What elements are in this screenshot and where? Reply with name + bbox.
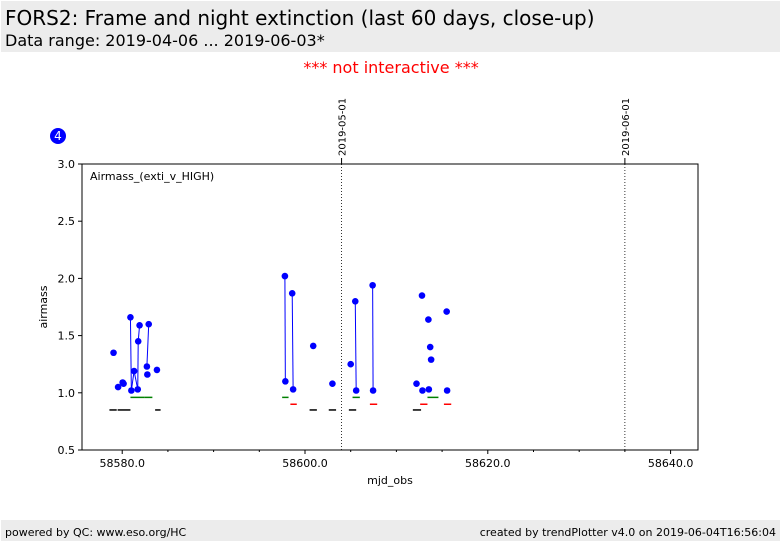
data-point	[418, 292, 426, 299]
data-point	[136, 322, 143, 329]
x-axis-label: mjd_obs	[367, 474, 413, 487]
data-point	[143, 363, 151, 370]
data-point	[413, 380, 420, 387]
data-point	[110, 349, 117, 357]
data-point	[281, 272, 289, 280]
x-axis: 58580.0 58600.0 58620.0 58640.0	[99, 450, 693, 470]
data-point	[144, 371, 151, 378]
data-point	[369, 387, 377, 394]
y-tick-label: 1.5	[58, 330, 76, 343]
data-point	[145, 320, 153, 328]
x-tick-label: 58600.0	[282, 457, 328, 470]
data-point	[426, 343, 434, 351]
data-point	[309, 342, 317, 350]
data-point	[289, 386, 297, 393]
y-tick-label: 2.0	[58, 272, 76, 285]
not-interactive-notice: *** not interactive ***	[303, 58, 479, 77]
date-markers: 2019-05-01 2019-06-01	[338, 98, 632, 450]
data-point	[351, 297, 359, 305]
y-axis: 0.5 1.0 1.5 2.0 2.5 3.0	[58, 158, 82, 457]
footer-created-by: created by trendPlotter v4.0 on 2019-06-…	[479, 526, 776, 539]
page-title: FORS2: Frame and night extinction (last …	[5, 6, 595, 30]
y-tick-label: 1.0	[58, 387, 76, 400]
y-tick-label: 2.5	[58, 215, 76, 228]
data-point	[134, 386, 142, 393]
data-point	[347, 360, 355, 368]
data-point	[352, 387, 360, 394]
connection-line	[291, 293, 294, 390]
connection-line	[146, 324, 150, 367]
y-tick-label: 0.5	[58, 444, 76, 457]
footer-powered-by: powered by QC: www.eso.org/HC	[5, 526, 187, 539]
x-tick-label: 58580.0	[99, 457, 145, 470]
x-tick-label: 58640.0	[648, 457, 694, 470]
data-point	[114, 383, 122, 391]
data-point	[425, 316, 432, 323]
connection-line	[354, 301, 357, 391]
date-marker-label: 2019-06-01	[621, 98, 632, 156]
data-point	[288, 289, 296, 297]
data-point	[419, 387, 426, 394]
data-point	[120, 380, 127, 387]
y-axis-label: airmass	[37, 285, 50, 328]
data-point	[127, 313, 134, 321]
connection-line	[129, 317, 132, 391]
data-point	[153, 366, 161, 374]
panel-badge: 4	[50, 128, 66, 144]
panel-badge-circle	[50, 128, 66, 144]
data-point	[443, 308, 450, 315]
data-point	[369, 281, 376, 289]
data-point	[443, 387, 451, 394]
data-point	[329, 380, 336, 387]
data-point	[128, 387, 135, 394]
data-point	[425, 386, 433, 393]
data-range-subtitle: Data range: 2019-04-06 ... 2019-06-03*	[5, 31, 325, 50]
data-point	[427, 356, 435, 363]
plot-area	[81, 163, 699, 451]
y-tick-label: 3.0	[58, 158, 76, 171]
data-point	[134, 338, 142, 345]
footer-bar: powered by QC: www.eso.org/HC created by…	[1, 520, 780, 541]
x-tick-label: 58620.0	[465, 457, 511, 470]
inset-label: Airmass_(exti_v_HIGH)	[90, 170, 214, 183]
date-marker-label: 2019-05-01	[338, 98, 349, 156]
panel-badge-number: 4	[54, 129, 62, 143]
data-point	[282, 378, 289, 385]
night-markers	[109, 396, 452, 411]
header-bar: FORS2: Frame and night extinction (last …	[1, 1, 780, 52]
data-point	[130, 367, 138, 375]
data-points	[110, 272, 451, 394]
